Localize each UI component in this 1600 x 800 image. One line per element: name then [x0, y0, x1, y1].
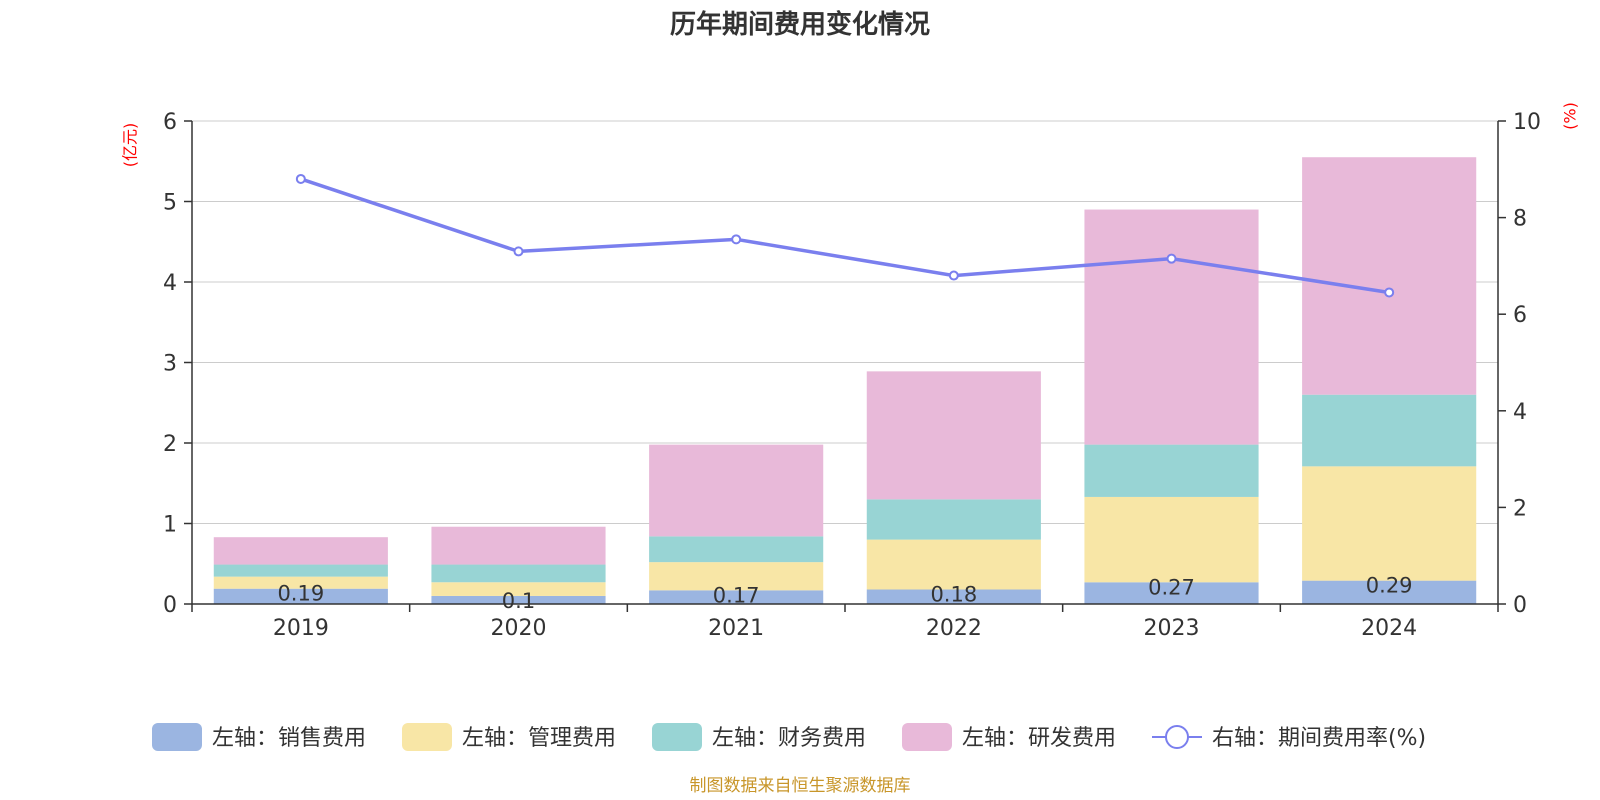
- x-tick-label: 2022: [926, 616, 982, 641]
- bar-segment: [649, 562, 824, 591]
- bar-value-label: 0.1: [502, 589, 535, 613]
- bar-segment: [1084, 496, 1259, 583]
- bar-segment: [649, 536, 824, 563]
- bar-segment: [431, 595, 606, 604]
- rate-point: [1384, 287, 1395, 298]
- right-tick-label: 2: [1513, 496, 1527, 521]
- right-tick-label: 4: [1513, 400, 1527, 425]
- bar-segment: [431, 564, 606, 583]
- bar-value-label: 0.17: [713, 583, 760, 607]
- rate-point: [1166, 253, 1177, 264]
- legend-swatch: [402, 723, 452, 751]
- left-axis-unit: (亿元): [121, 123, 140, 168]
- right-axis-unit: (%): [1561, 102, 1580, 130]
- bars: [213, 157, 1477, 604]
- bar-segment: [431, 526, 606, 565]
- legend-label: 左轴：销售费用: [212, 726, 366, 751]
- rate-line-path: [300, 177, 1390, 295]
- bar-segment: [1084, 209, 1259, 445]
- data-labels: 0.19 0.1 0.17 0.18 0.27 0.29: [277, 574, 1412, 613]
- left-tick-label: 5: [163, 191, 177, 216]
- x-tick-label: 2020: [491, 616, 547, 641]
- bar-segment: [866, 589, 1041, 604]
- bar-value-label: 0.18: [930, 583, 977, 607]
- legend-label: 左轴：研发费用: [962, 726, 1116, 751]
- left-tick-label: 0: [163, 593, 177, 618]
- right-tick-label: 6: [1513, 303, 1527, 328]
- bar-segment: [649, 590, 824, 604]
- rate-point: [513, 246, 524, 257]
- left-tick-label: 4: [163, 271, 177, 296]
- bar-segment: [213, 576, 388, 589]
- bar-segment: [213, 537, 388, 565]
- bar-value-label: 0.19: [277, 582, 324, 606]
- bar-segment: [866, 539, 1041, 590]
- chart-title: 历年期间费用变化情况: [670, 9, 930, 40]
- rate-point: [731, 234, 742, 245]
- legend-circle-swatch: [1165, 725, 1189, 749]
- legend-label: 右轴：期间费用率(%): [1212, 726, 1426, 751]
- left-tick-label: 1: [163, 513, 177, 538]
- rate-point: [948, 270, 959, 281]
- legend: 左轴：销售费用 左轴：管理费用 左轴：财务费用 左轴：研发费用 右轴：期间费用率(%): [152, 723, 1426, 751]
- rate-line: [295, 173, 1395, 298]
- x-tick-label: 2019: [273, 616, 329, 641]
- legend-swatch: [652, 723, 702, 751]
- x-tick-label: 2021: [708, 616, 764, 641]
- x-tick-label: 2023: [1144, 616, 1200, 641]
- legend-label: 左轴：财务费用: [712, 726, 866, 751]
- bar-segment: [1302, 394, 1477, 467]
- bar-segment: [213, 564, 388, 577]
- grid: [192, 120, 1498, 524]
- bar-segment: [1084, 582, 1259, 604]
- bar-segment: [1302, 466, 1477, 581]
- right-tick-label: 8: [1513, 207, 1527, 232]
- bar-segment: [1302, 580, 1477, 604]
- legend-swatch: [152, 723, 202, 751]
- bar-segment: [1302, 157, 1477, 395]
- bar-segment: [213, 588, 388, 604]
- right-tick-label: 10: [1513, 110, 1541, 135]
- legend-swatch: [902, 723, 952, 751]
- bar-value-label: 0.27: [1148, 575, 1195, 599]
- left-tick-label: 6: [163, 110, 177, 135]
- bar-value-label: 0.29: [1366, 574, 1413, 598]
- left-tick-label: 2: [163, 432, 177, 457]
- source-note: 制图数据来自恒生聚源数据库: [690, 776, 911, 796]
- axes: 2019 2020 2021 2022 2023 2024 0 1 2 3 4 5 6 0 2 4 6 8 10: [163, 110, 1541, 641]
- left-tick-label: 3: [163, 352, 177, 377]
- bar-segment: [649, 444, 824, 537]
- bar-segment: [866, 499, 1041, 540]
- rate-point: [295, 173, 306, 184]
- bar-segment: [866, 371, 1041, 500]
- bar-segment: [1084, 444, 1259, 497]
- bar-segment: [431, 582, 606, 596]
- legend-label: 左轴：管理费用: [462, 726, 616, 751]
- x-tick-label: 2024: [1361, 616, 1417, 641]
- right-tick-label: 0: [1513, 593, 1527, 618]
